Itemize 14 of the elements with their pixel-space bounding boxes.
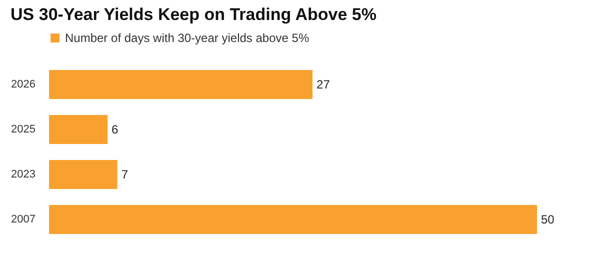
y-tick-label: 2023 — [11, 168, 36, 180]
bar — [49, 160, 118, 189]
data-label: 6 — [112, 122, 119, 136]
bar — [49, 205, 537, 234]
chart-title: US 30-Year Yields Keep on Trading Above 5% — [10, 5, 376, 24]
y-tick-label: 2026 — [11, 78, 36, 90]
y-tick-label: 2007 — [11, 214, 36, 226]
bar — [49, 70, 313, 99]
data-label: 50 — [541, 212, 555, 226]
legend-label: Number of days with 30-year yields above 5% — [65, 31, 310, 45]
data-label: 7 — [121, 168, 128, 182]
data-label: 27 — [316, 78, 330, 92]
y-tick-label: 2025 — [11, 124, 36, 136]
bar — [49, 115, 108, 144]
